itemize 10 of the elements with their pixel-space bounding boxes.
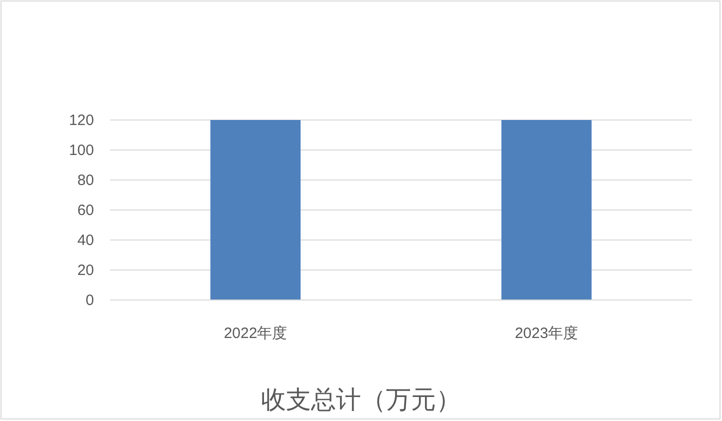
x-tick-label: 2023年度 [514,325,578,342]
x-tick-label: 2022年度 [224,325,288,342]
y-tick-label: 120 [68,112,94,129]
y-tick-label: 0 [86,292,94,309]
y-tick-label: 100 [68,142,94,159]
text: 收支总计（万元） [261,387,461,414]
y-tick-label: 40 [77,232,94,249]
y-tick-label: 60 [77,202,94,219]
y-tick-label: 80 [77,172,94,189]
y-tick-label: 20 [77,262,94,279]
